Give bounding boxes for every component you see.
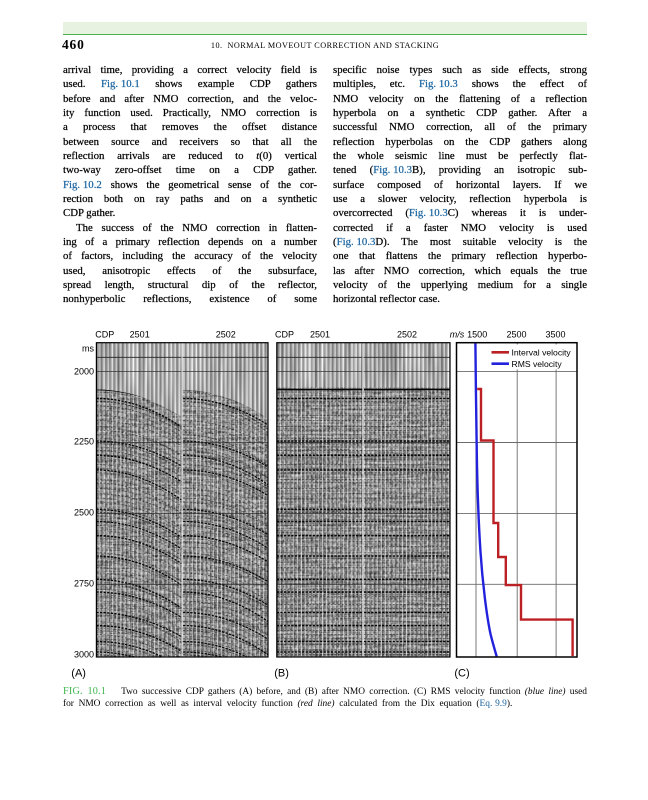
svg-text:2000: 2000 bbox=[74, 367, 94, 377]
svg-text:2500: 2500 bbox=[74, 508, 94, 518]
svg-text:CDP: CDP bbox=[275, 330, 294, 340]
svg-text:ms: ms bbox=[82, 343, 94, 353]
svg-text:CDP: CDP bbox=[95, 330, 114, 340]
svg-text:Interval velocity: Interval velocity bbox=[512, 347, 572, 357]
svg-text:2501: 2501 bbox=[130, 330, 150, 340]
svg-text:2500: 2500 bbox=[506, 330, 526, 340]
svg-text:3000: 3000 bbox=[74, 650, 94, 660]
svg-text:3500: 3500 bbox=[545, 330, 565, 340]
svg-text:(C): (C) bbox=[454, 667, 469, 679]
svg-text:2250: 2250 bbox=[74, 436, 94, 446]
svg-text:(B): (B) bbox=[274, 667, 289, 679]
svg-text:m/s: m/s bbox=[450, 330, 465, 340]
svg-text:2750: 2750 bbox=[74, 579, 94, 589]
svg-text:2502: 2502 bbox=[397, 330, 417, 340]
svg-text:2502: 2502 bbox=[216, 330, 236, 340]
svg-text:RMS velocity: RMS velocity bbox=[512, 359, 563, 369]
svg-text:(A): (A) bbox=[71, 667, 86, 679]
svg-text:2501: 2501 bbox=[310, 330, 330, 340]
svg-text:1500: 1500 bbox=[467, 330, 487, 340]
